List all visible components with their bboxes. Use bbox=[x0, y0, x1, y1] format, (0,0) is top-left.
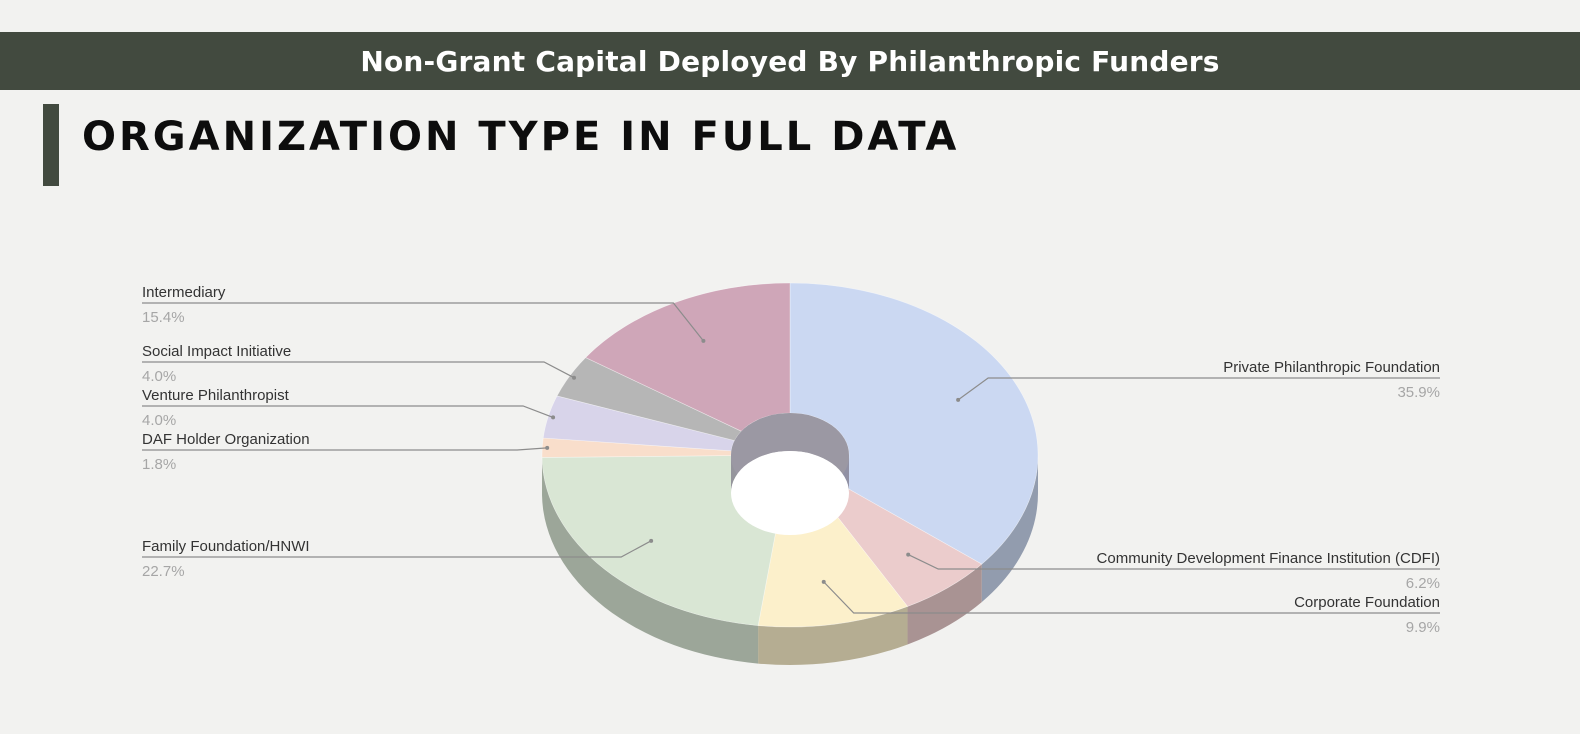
slice-percentage: 4.0% bbox=[142, 412, 176, 429]
donut-side-wall bbox=[758, 606, 908, 665]
slice-label: Family Foundation/HNWI bbox=[142, 538, 310, 555]
slice-percentage: 6.2% bbox=[1406, 575, 1440, 592]
donut-side-walls bbox=[542, 455, 1038, 665]
slice-callout: Family Foundation/HNWI 22.7% bbox=[142, 538, 654, 580]
slice-percentage: 1.8% bbox=[142, 456, 176, 473]
slice-callout: DAF Holder Organization 1.8% bbox=[142, 431, 550, 473]
section-accent-bar bbox=[43, 104, 59, 186]
callout-leader-line bbox=[957, 377, 1440, 401]
slice-label: DAF Holder Organization bbox=[142, 431, 310, 448]
callout-leader-line bbox=[907, 554, 1440, 570]
callout-dot bbox=[821, 579, 826, 584]
callout-dot bbox=[649, 538, 654, 543]
chart-labels: Private Philanthropic Foundation 35.9% Com… bbox=[142, 284, 1440, 636]
callout-dot bbox=[956, 397, 961, 402]
callout-leader-line bbox=[142, 302, 704, 342]
slice-label: Corporate Foundation bbox=[1294, 594, 1440, 611]
callout-leader-line bbox=[142, 361, 575, 379]
section-title: ORGANIZATION TYPE IN FULL DATA bbox=[82, 114, 960, 160]
donut-side-wall bbox=[907, 564, 982, 645]
slice-callout: Venture Philanthropist 4.0% bbox=[142, 387, 556, 429]
slice-label: Private Philanthropic Foundation bbox=[1223, 359, 1440, 376]
callout-dot bbox=[551, 415, 556, 420]
donut-hole-wall bbox=[731, 413, 849, 493]
callout-leader-line bbox=[823, 581, 1440, 614]
callout-dot bbox=[701, 338, 706, 343]
donut-side-wall bbox=[981, 455, 1038, 603]
slice-callout: Corporate Foundation 9.9% bbox=[821, 579, 1440, 636]
slice-percentage: 35.9% bbox=[1397, 384, 1440, 401]
slice-percentage: 15.4% bbox=[142, 309, 185, 326]
slice-label: Venture Philanthropist bbox=[142, 387, 290, 404]
slice-percentage: 22.7% bbox=[142, 563, 185, 580]
donut-side-wall bbox=[542, 457, 759, 664]
slice-percentage: 4.0% bbox=[142, 368, 176, 385]
banner-title: Non-Grant Capital Deployed By Philanthro… bbox=[0, 32, 1580, 90]
callout-dot bbox=[545, 445, 550, 450]
slice-callout: Community Development Finance Institutio… bbox=[906, 550, 1440, 592]
callout-leader-line bbox=[142, 447, 548, 451]
slice-label: Intermediary bbox=[142, 284, 226, 301]
slice-percentage: 9.9% bbox=[1406, 619, 1440, 636]
slice-callout: Social Impact Initiative 4.0% bbox=[142, 343, 577, 385]
chart-body bbox=[541, 282, 1039, 665]
slice-label: Community Development Finance Institutio… bbox=[1097, 550, 1440, 567]
callout-leader-line bbox=[142, 540, 652, 558]
callout-dot bbox=[906, 552, 911, 557]
callout-dot bbox=[572, 375, 577, 380]
callout-leader-line bbox=[142, 405, 554, 418]
slice-label: Social Impact Initiative bbox=[142, 343, 291, 360]
slice-callout: Intermediary 15.4% bbox=[142, 284, 706, 343]
donut-hole bbox=[731, 451, 849, 535]
slice-callout: Private Philanthropic Foundation 35.9% bbox=[956, 359, 1440, 402]
